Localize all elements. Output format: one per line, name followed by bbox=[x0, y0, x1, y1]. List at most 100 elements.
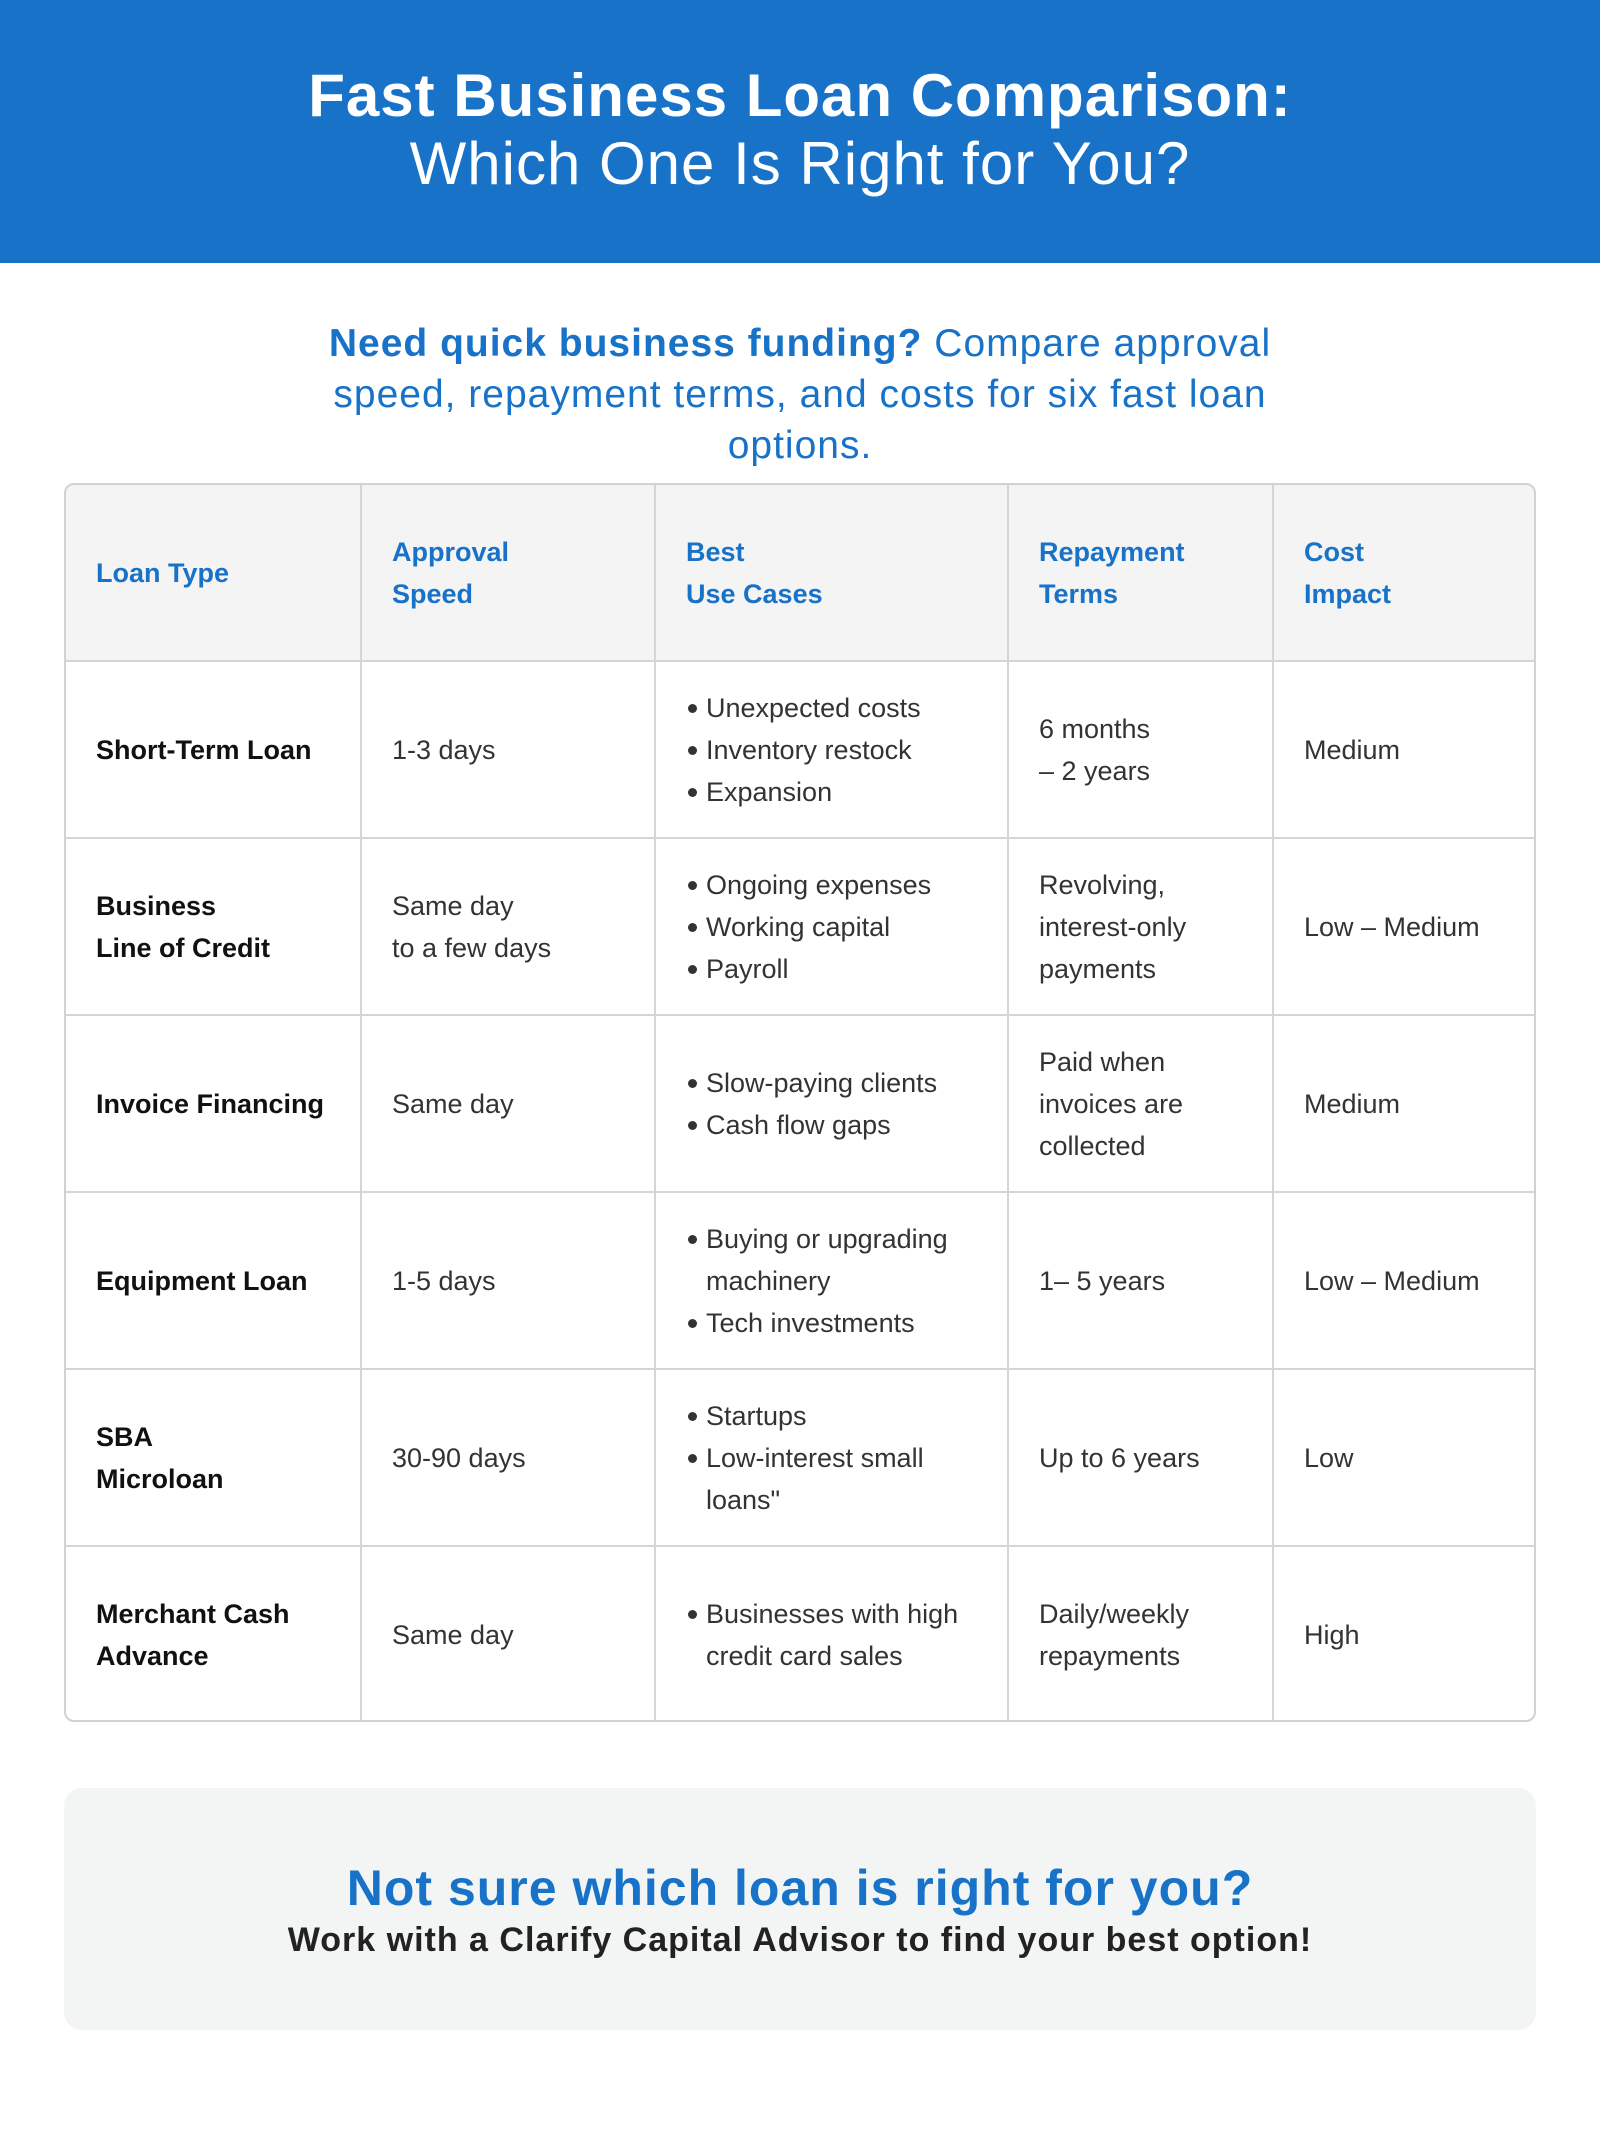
cell-line: SBA bbox=[96, 1421, 154, 1452]
loan-type-cell: Invoice Financing bbox=[66, 1014, 362, 1193]
use-cases-cell: Slow-paying clients Cash flow gaps bbox=[654, 1014, 1009, 1193]
loan-type-cell: Business Line of Credit bbox=[66, 837, 362, 1016]
hero-banner: Fast Business Loan Comparison: Which One… bbox=[0, 0, 1600, 263]
repayment-terms-cell: Paid when invoices are collected bbox=[1007, 1014, 1274, 1193]
use-case-item: Tech investments bbox=[686, 1302, 977, 1344]
cell-line: 6 months bbox=[1039, 713, 1151, 744]
use-case-item: Ongoing expenses bbox=[686, 864, 977, 906]
cost-impact-cell: Medium bbox=[1272, 1014, 1534, 1193]
cell-line: payments bbox=[1039, 953, 1157, 984]
cell-line: Revolving, bbox=[1039, 869, 1166, 900]
table-row: Merchant Cash Advance Same day Businesses w… bbox=[66, 1545, 1534, 1720]
cell-line: Paid when bbox=[1039, 1046, 1166, 1077]
repayment-terms-cell: Revolving, interest-only payments bbox=[1007, 837, 1274, 1016]
loan-type-cell: SBA Microloan bbox=[66, 1368, 362, 1547]
page-subtitle: Which One Is Right for You? bbox=[409, 130, 1191, 197]
column-header: Cost Impact bbox=[1272, 485, 1534, 662]
cta-title: Not sure which loan is right for you? bbox=[346, 1860, 1254, 1916]
cost-impact-cell: Low – Medium bbox=[1272, 837, 1534, 1016]
use-cases-cell: Businesses with high credit card sales bbox=[654, 1545, 1009, 1720]
cost-impact-cell: Medium bbox=[1272, 660, 1534, 839]
column-header: Approval Speed bbox=[360, 485, 656, 662]
table-row: Equipment Loan 1-5 days Buying or upgradin… bbox=[66, 1191, 1534, 1370]
intro-bold: Need quick business funding? bbox=[328, 322, 923, 365]
cell-line: Up to 6 years bbox=[1039, 1442, 1200, 1473]
cell-line: Cost bbox=[1304, 536, 1364, 567]
use-case-item: Startups bbox=[686, 1395, 977, 1437]
cost-impact-cell: Low – Medium bbox=[1272, 1191, 1534, 1370]
use-cases-cell: Unexpected costs Inventory restock Expansi… bbox=[654, 660, 1009, 839]
loan-type-cell: Equipment Loan bbox=[66, 1191, 362, 1370]
use-cases-cell: Ongoing expenses Working capital Payroll bbox=[654, 837, 1009, 1016]
repayment-terms-cell: 6 months – 2 years bbox=[1007, 660, 1274, 839]
cell-line: Equipment Loan bbox=[96, 1265, 308, 1296]
cell-line: interest-only bbox=[1039, 911, 1187, 942]
table-row: SBA Microloan 30-90 days Startups Low-intere… bbox=[66, 1368, 1534, 1547]
cell-line: 1– 5 years bbox=[1039, 1265, 1166, 1296]
use-case-item: Low-interest small loans" bbox=[686, 1437, 977, 1521]
cell-line: 1-3 days bbox=[392, 734, 496, 765]
cell-line: Use Cases bbox=[686, 578, 823, 609]
approval-speed-cell: Same day bbox=[360, 1545, 656, 1720]
approval-speed-cell: Same day bbox=[360, 1014, 656, 1193]
cell-line: Same day bbox=[392, 890, 514, 921]
loan-comparison-table: Loan Type Approval Speed Best Use Cases Repay… bbox=[64, 483, 1536, 1722]
column-header: Best Use Cases bbox=[654, 485, 1009, 662]
cell-line: Impact bbox=[1304, 578, 1392, 609]
cell-line: collected bbox=[1039, 1130, 1146, 1161]
use-case-item: Payroll bbox=[686, 948, 977, 990]
cost-impact-cell: High bbox=[1272, 1545, 1534, 1720]
cell-line: Invoice Financing bbox=[96, 1088, 325, 1119]
cell-line: Short-Term Loan bbox=[96, 734, 312, 765]
repayment-terms-cell: 1– 5 years bbox=[1007, 1191, 1274, 1370]
intro-text: Need quick business funding? Compare app… bbox=[0, 318, 1600, 471]
use-case-item: Expansion bbox=[686, 771, 977, 813]
use-case-item: Slow-paying clients bbox=[686, 1062, 977, 1104]
table-header-row: Loan Type Approval Speed Best Use Cases Repay… bbox=[66, 485, 1534, 662]
approval-speed-cell: 1-5 days bbox=[360, 1191, 656, 1370]
cell-line: invoices are bbox=[1039, 1088, 1184, 1119]
table-row: Business Line of Credit Same day to a few d… bbox=[66, 837, 1534, 1016]
use-case-item: Cash flow gaps bbox=[686, 1104, 977, 1146]
cell-line: to a few days bbox=[392, 932, 552, 963]
approval-speed-cell: 30-90 days bbox=[360, 1368, 656, 1547]
cell-line: repayments bbox=[1039, 1641, 1181, 1671]
cell-line: 1-5 days bbox=[392, 1265, 496, 1296]
use-case-item: Working capital bbox=[686, 906, 977, 948]
loan-type-cell: Short-Term Loan bbox=[66, 660, 362, 839]
cell-line: Speed bbox=[392, 578, 474, 609]
cell-line: Merchant Cash bbox=[96, 1599, 290, 1629]
use-case-item: Buying or upgrading machinery bbox=[686, 1218, 977, 1302]
table-row: Invoice Financing Same day Slow-paying cli… bbox=[66, 1014, 1534, 1193]
cta-subtitle: Work with a Clarify Capital Advisor to f… bbox=[287, 1921, 1313, 1959]
repayment-terms-cell: Daily/weekly repayments bbox=[1007, 1545, 1274, 1720]
approval-speed-cell: 1-3 days bbox=[360, 660, 656, 839]
cell-line: Daily/weekly bbox=[1039, 1599, 1190, 1629]
use-cases-cell: Startups Low-interest small loans" bbox=[654, 1368, 1009, 1547]
cell-line: 30-90 days bbox=[392, 1442, 526, 1473]
cell-line: Same day bbox=[392, 1620, 514, 1650]
cell-line: Line of Credit bbox=[96, 932, 270, 963]
cell-line: Advance bbox=[96, 1641, 209, 1671]
cell-line: Microloan bbox=[96, 1463, 224, 1494]
column-header: Repayment Terms bbox=[1007, 485, 1274, 662]
repayment-terms-cell: Up to 6 years bbox=[1007, 1368, 1274, 1547]
column-header: Loan Type bbox=[66, 485, 362, 662]
cell-line: Repayment bbox=[1039, 536, 1185, 567]
cost-impact-cell: Low bbox=[1272, 1368, 1534, 1547]
cell-line: Loan Type bbox=[96, 557, 230, 588]
cell-line: Same day bbox=[392, 1088, 514, 1119]
table-row: Short-Term Loan 1-3 days Unexpected costs I… bbox=[66, 660, 1534, 839]
use-cases-cell: Buying or upgrading machinery Tech invest… bbox=[654, 1191, 1009, 1370]
cell-line: Terms bbox=[1039, 578, 1119, 609]
use-case-item: Unexpected costs bbox=[686, 687, 977, 729]
use-case-item: Inventory restock bbox=[686, 729, 977, 771]
cell-line: – 2 years bbox=[1039, 755, 1151, 786]
loan-type-cell: Merchant Cash Advance bbox=[66, 1545, 362, 1720]
page-title: Fast Business Loan Comparison: bbox=[308, 62, 1292, 129]
cell-line: Approval bbox=[392, 536, 510, 567]
intro-rest: Compare approval speed, repayment terms,… bbox=[333, 322, 1272, 467]
cta-box: Not sure which loan is right for you? Wo… bbox=[64, 1788, 1536, 2030]
cell-line: Best bbox=[686, 536, 745, 567]
cell-line: Business bbox=[96, 890, 217, 921]
